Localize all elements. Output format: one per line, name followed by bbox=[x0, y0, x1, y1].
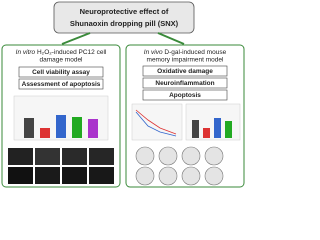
maze-image bbox=[135, 166, 155, 186]
micro-image bbox=[89, 167, 114, 184]
thumb-line bbox=[135, 111, 177, 137]
arrow bbox=[61, 32, 91, 45]
title-line: Shunaoxin dropping pill (SNX) bbox=[70, 19, 179, 28]
heading-italic: In vivo bbox=[144, 49, 163, 56]
maze-image bbox=[158, 166, 178, 186]
title-box bbox=[53, 1, 195, 34]
graphical-abstract: Neuroprotective effect of Shunaoxin drop… bbox=[0, 0, 246, 189]
thumbnails bbox=[8, 95, 241, 186]
item-label: Apoptosis bbox=[169, 92, 201, 99]
panel-heading: damage model bbox=[40, 57, 84, 64]
maze-image bbox=[181, 166, 201, 186]
maze-image bbox=[204, 146, 224, 166]
micro-image bbox=[35, 167, 60, 184]
item-label: Cell viability assay bbox=[32, 69, 90, 76]
item-box bbox=[18, 78, 104, 90]
maze-image bbox=[135, 146, 155, 166]
item-label: Assessment of apoptosis bbox=[22, 81, 101, 88]
micro-image bbox=[62, 167, 87, 184]
maze-image bbox=[204, 166, 224, 186]
item-box bbox=[142, 77, 228, 89]
panel-heading: memory impairment model bbox=[147, 57, 224, 64]
panel-heading: In vitro H₂O₂-induced PC12 cell bbox=[16, 49, 107, 56]
thumb-bar bbox=[40, 128, 50, 138]
items: Cell viability assay Assessment of apopto… bbox=[18, 65, 228, 101]
thumb-bar bbox=[225, 121, 232, 138]
title-line: Neuroprotective effect of bbox=[80, 7, 169, 16]
micro-image bbox=[8, 148, 33, 165]
micro-image bbox=[62, 148, 87, 165]
item-box bbox=[142, 89, 228, 101]
panel-heading: In vivo D-gal-induced mouse bbox=[144, 49, 227, 56]
item-box bbox=[18, 66, 104, 78]
chart-thumbnail bbox=[131, 103, 183, 141]
thumb-line bbox=[135, 109, 177, 135]
heading-text: D-gal-induced mouse bbox=[164, 49, 226, 56]
maze-image bbox=[158, 146, 178, 166]
thumb-bar bbox=[56, 115, 66, 138]
micro-image bbox=[35, 148, 60, 165]
micro-image bbox=[8, 167, 33, 184]
thumb-bar bbox=[214, 118, 221, 138]
thumb-bar bbox=[88, 119, 98, 138]
heading-text: H₂O₂-induced PC12 cell bbox=[37, 49, 107, 56]
thumb-bar bbox=[24, 118, 34, 138]
thumb-bar bbox=[203, 128, 210, 138]
item-label: Neuroinflammation bbox=[155, 80, 214, 87]
heading-italic: In vitro bbox=[16, 49, 36, 56]
item-box bbox=[142, 65, 228, 77]
item-label: Oxidative damage bbox=[157, 68, 213, 75]
maze-image bbox=[181, 146, 201, 166]
thumb-bar bbox=[192, 120, 199, 138]
arrow bbox=[157, 32, 185, 45]
thumb-bar bbox=[72, 117, 82, 138]
micro-image bbox=[89, 148, 114, 165]
